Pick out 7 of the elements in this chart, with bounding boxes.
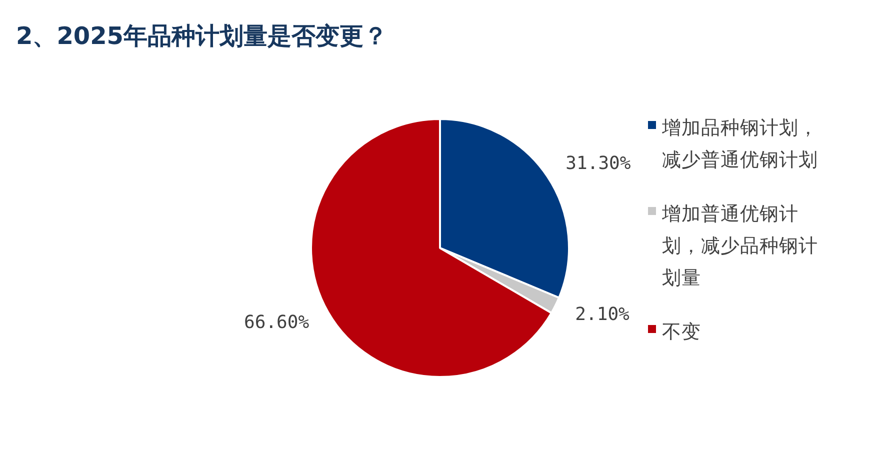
data-label: 2.10% xyxy=(575,304,630,325)
legend-label: 不变 xyxy=(662,320,702,345)
data-label: 31.30% xyxy=(566,152,631,174)
legend-label: 增加普通优钢计划，减少品种钢计划量 xyxy=(662,202,819,291)
data-label: 66.60% xyxy=(244,312,310,333)
legend-label: 增加品种钢计划，减少普通优钢计划 xyxy=(662,116,819,173)
chart-title: 2、2025年品种计划量是否变更？ xyxy=(16,21,388,52)
